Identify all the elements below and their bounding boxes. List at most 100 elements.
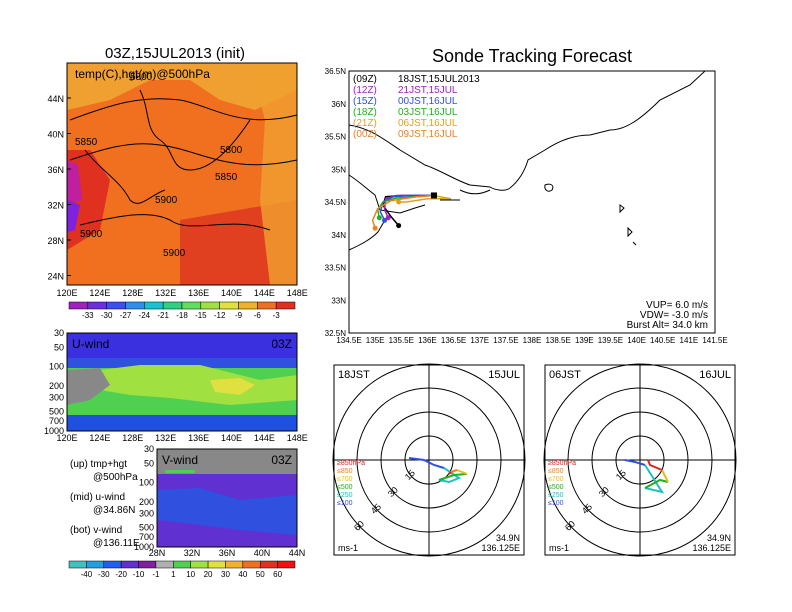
hodo-trace [438, 467, 462, 484]
p-tick-label: 100 [139, 478, 154, 488]
lat-tick-label: 34N [331, 231, 346, 240]
lat-tick-label: 35.5N [325, 133, 347, 142]
lat-tick-label: 33.5N [325, 264, 347, 273]
level-legend: ≤100 [337, 500, 353, 507]
p-tick-label: 300 [139, 508, 154, 518]
hodo-date: 16JUL [699, 369, 731, 381]
hodo-lat: 34.9N [496, 533, 520, 543]
u-wind-gray [67, 368, 110, 405]
colorbar-swatch [162, 301, 183, 310]
desc-bot: (bot) v-wind [70, 525, 122, 536]
desc-up2: @500hPa [93, 472, 138, 483]
lon-tick-label: 138.5E [545, 336, 570, 345]
colorbar-swatch [103, 560, 122, 569]
ring-label: 60 [352, 519, 366, 533]
level-legend: ≤850 [548, 468, 564, 475]
lon-tick-label: 144E [254, 288, 275, 298]
lat-tick-label: 28N [149, 548, 166, 558]
u-wind-panel: U-wind 03Z [66, 332, 298, 432]
contour-label-2: 5850 [75, 137, 98, 148]
ring-label: 30 [597, 485, 611, 499]
lon-tick-label: 138E [523, 336, 542, 345]
level-legend: ≥850hPa [337, 460, 365, 467]
colorbar-label: -12 [214, 311, 226, 320]
temperature-map: temp(C),hgt(m)@500hPa 5800 5850 5800 585… [66, 62, 298, 286]
v-wind-label: V-wind [162, 453, 198, 467]
lon-tick-label: 136.5E [441, 336, 466, 345]
lon-tick-label: 140E [221, 288, 242, 298]
colorbar-swatch [238, 301, 258, 310]
lat-tick-label: 32.5N [325, 329, 347, 338]
lat-tick-label: 36N [47, 165, 64, 175]
lon-tick-label: 144E [254, 433, 275, 443]
vdw-text: VDW= -3.0 m/s [640, 310, 708, 321]
contour-label-7: 5900 [163, 248, 186, 259]
colorbar-swatch [68, 560, 87, 569]
colorbar-label: 60 [273, 570, 282, 579]
hodo-unit: ms-1 [549, 543, 569, 553]
u-wind-strat [67, 333, 297, 358]
hodo-trace [408, 457, 445, 469]
colorbar-swatch [257, 301, 277, 310]
lat-tick-label: 35N [331, 165, 346, 174]
hodo-date: 15JUL [488, 369, 520, 381]
colorbar-swatch [181, 301, 202, 310]
colorbar-label: 30 [221, 570, 230, 579]
contour-5900 [79, 214, 271, 231]
colorbar-swatch [200, 301, 220, 310]
colorbar-swatch [277, 560, 296, 569]
hodo-trace [448, 471, 452, 475]
u-wind-label: U-wind [72, 337, 109, 351]
level-legend: ≤500 [548, 484, 564, 491]
hodo-trace [647, 459, 663, 471]
coastline-2 [84, 149, 166, 204]
colorbar-swatch [106, 301, 126, 310]
hodograph-ring [543, 363, 737, 557]
p-tick-label: 200 [139, 497, 154, 507]
colorbar-swatch [207, 560, 226, 569]
colorbar-swatch [144, 301, 164, 310]
level-legend: ≤700 [337, 476, 353, 483]
colorbar-swatch [242, 560, 261, 569]
desc-mid2: @34.86N [93, 505, 135, 516]
hodo-time: 06JST [549, 369, 581, 381]
run-tag: (15Z) [353, 96, 377, 107]
level-legend: ≤850 [337, 468, 353, 475]
ring-label: 30 [386, 485, 400, 499]
contour-5850 [69, 143, 298, 166]
lon-tick-label: 132E [155, 433, 176, 443]
level-legend: ≤250 [337, 492, 353, 499]
colorbar-label: 1 [171, 570, 176, 579]
v-wind-panel: V-wind 03Z [156, 448, 298, 548]
run-tag: (09Z) [353, 74, 377, 85]
ring-label: 15 [403, 468, 417, 482]
p-tick-label: 30 [144, 444, 154, 454]
track-end-point [382, 217, 388, 223]
colorbar-label: -21 [157, 311, 169, 320]
lat-tick-label: 28N [47, 236, 64, 246]
p-tick-label: 30 [54, 328, 64, 338]
colorbar-swatch [120, 560, 139, 569]
lon-tick-label: 139E [575, 336, 594, 345]
run-legend: (09Z) 18JST,15JUL2013 (12Z) 21JST,15JUL (15Z… [353, 74, 480, 140]
contour-label-4: 5850 [215, 172, 238, 183]
track-line [371, 194, 435, 229]
p-tick-label: 50 [54, 342, 64, 352]
sonde-tracks [371, 192, 452, 231]
colorbar-swatch [190, 560, 209, 569]
desc-mid: (mid) u-wind [70, 492, 125, 503]
u-wind-time: 03Z [271, 337, 292, 351]
lat-tick-label: 33N [331, 296, 346, 305]
track-end-point [385, 215, 391, 221]
hodo-trace [624, 459, 646, 466]
lon-tick-label: 136E [188, 288, 209, 298]
v-wind-top [157, 449, 297, 474]
p-tick-label: 500 [49, 407, 64, 417]
colorbar-label: -27 [120, 311, 132, 320]
lon-tick-label: 120E [56, 288, 77, 298]
run-tag: (21Z) [353, 118, 377, 129]
contour-label-5: 5900 [155, 195, 178, 206]
contour-label-3: 5800 [220, 145, 243, 156]
lon-tick-label: 141E [680, 336, 699, 345]
